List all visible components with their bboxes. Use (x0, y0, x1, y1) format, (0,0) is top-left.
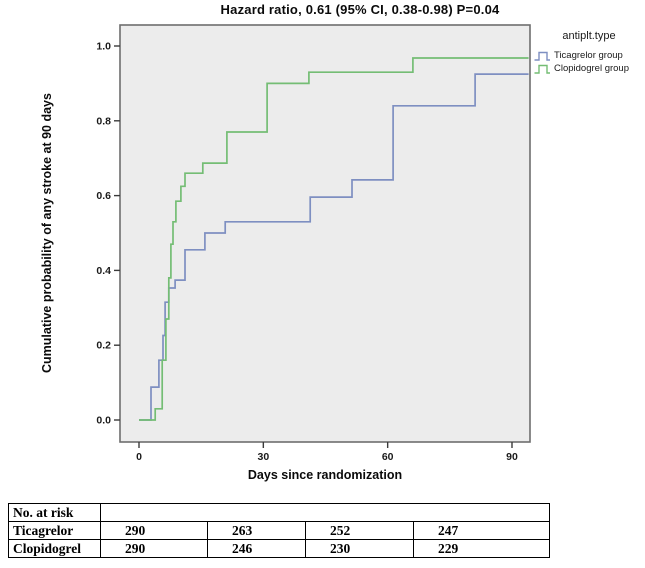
ticagrelor-step-line-icon (534, 51, 550, 61)
legend-item-label: Ticagrelor group (554, 49, 623, 61)
risk-value: 290 (100, 539, 208, 558)
risk-value: 290 (100, 521, 208, 540)
x-axis-title: Days since randomization (247, 468, 403, 482)
risk-value: 229 (413, 539, 550, 558)
risk-value: 252 (305, 521, 414, 540)
risk-value: 247 (413, 521, 550, 540)
svg-text:0.8: 0.8 (96, 115, 111, 127)
legend-item-clopidogrel: Clopidogrel group (534, 62, 644, 74)
svg-text:0: 0 (136, 451, 142, 463)
km-plot: 0 30 60 90 0.0 0.2 0.4 0.6 0.8 1.0 (96, 24, 531, 463)
row-label: Clopidogrel (8, 539, 101, 558)
svg-text:1.0: 1.0 (96, 41, 111, 53)
svg-text:0.0: 0.0 (96, 415, 111, 427)
chart-title: Hazard ratio, 0.61 (95% CI, 0.38-0.98) P… (220, 2, 500, 17)
table-row: Ticagrelor 290 263 252 247 (8, 521, 550, 540)
legend: antiplt.type Ticagrelor group Clopidogre… (534, 30, 644, 75)
row-label: Ticagrelor (8, 521, 101, 540)
svg-text:30: 30 (257, 451, 269, 463)
table-row: Clopidogrel 290 246 230 229 (8, 539, 550, 558)
legend-title: antiplt.type (562, 30, 616, 42)
svg-text:0.6: 0.6 (96, 190, 111, 202)
risk-table-header: No. at risk (8, 503, 101, 522)
clopidogrel-step-line-icon (534, 64, 550, 74)
empty-cell (100, 503, 550, 522)
table-row: No. at risk (8, 503, 550, 522)
svg-text:0.4: 0.4 (96, 265, 111, 277)
legend-item-ticagrelor: Ticagrelor group (534, 49, 644, 61)
svg-text:60: 60 (382, 451, 394, 463)
y-axis-title: Cumulative probability of any stroke at … (40, 93, 54, 374)
legend-item-label: Clopidogrel group (554, 62, 629, 74)
risk-value: 230 (305, 539, 414, 558)
risk-table: No. at risk Ticagrelor 290 263 252 247 C… (8, 503, 550, 558)
svg-text:90: 90 (506, 451, 518, 463)
risk-value: 246 (207, 539, 306, 558)
risk-value: 263 (207, 521, 306, 540)
svg-text:0.2: 0.2 (96, 340, 111, 352)
